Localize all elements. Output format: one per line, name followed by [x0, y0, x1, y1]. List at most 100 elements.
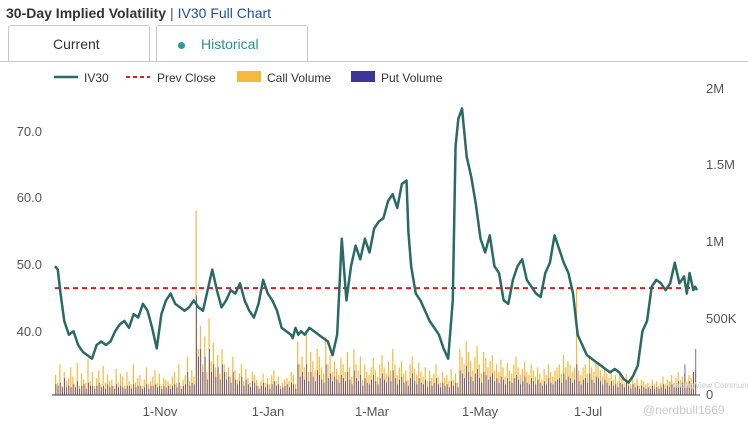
put-volume-bar	[228, 376, 230, 395]
call-volume-bar	[632, 376, 634, 395]
call-volume-bar	[636, 378, 638, 395]
put-volume-bar	[416, 384, 418, 395]
call-volume-bar	[418, 362, 420, 395]
put-volume-bar	[116, 384, 117, 395]
put-volume-bar	[634, 387, 636, 395]
right-tick-1m: 1M	[706, 234, 724, 249]
call-volume-bar	[165, 379, 167, 395]
call-volume-bar	[87, 359, 89, 395]
call-volume-bar	[152, 376, 154, 395]
call-volume-bar	[446, 375, 448, 395]
put-volume-bar	[691, 384, 692, 395]
put-volume-bar	[394, 378, 396, 395]
call-volume-bar	[472, 370, 474, 395]
put-volume-bar	[334, 376, 336, 395]
full-chart-link[interactable]: IV30 Full Chart	[177, 5, 272, 21]
put-volume-bar	[580, 384, 582, 395]
put-volume-bar	[565, 379, 567, 395]
call-volume-bar	[420, 371, 422, 395]
call-volume-bar	[312, 361, 314, 395]
put-volume-bar	[509, 381, 511, 395]
put-volume-bar	[384, 379, 385, 395]
call-volume-bar	[578, 370, 580, 395]
put-volume-bar	[338, 382, 340, 395]
put-volume-bar	[487, 379, 489, 395]
tab-historical[interactable]: Historical	[156, 25, 308, 61]
call-volume-bar	[132, 364, 135, 395]
put-volume-bar	[624, 387, 625, 395]
call-volume-bar	[489, 361, 491, 395]
call-volume-bar	[299, 364, 301, 395]
put-volume-bar	[382, 373, 383, 395]
call-volume-bar	[379, 364, 381, 395]
call-volume-bar	[485, 358, 487, 395]
put-volume-bar	[183, 385, 184, 395]
put-volume-bar	[178, 382, 180, 395]
put-volume-bar	[630, 388, 632, 395]
put-volume-bar	[479, 378, 480, 395]
put-volume-bar	[429, 381, 431, 395]
put-volume-bar	[176, 387, 178, 395]
put-volume-bar	[539, 382, 541, 395]
put-volume-bar	[332, 381, 333, 395]
call-volume-bar	[593, 371, 595, 395]
put-volume-bar	[163, 385, 165, 395]
legend: IV30 Prev Close Call Volume Put Volume	[54, 71, 443, 85]
put-volume-bar	[552, 384, 554, 395]
put-volume-bar	[680, 385, 682, 395]
left-tick-40: 40.0	[17, 324, 42, 339]
put-volume-bar	[373, 375, 375, 395]
put-volume-bar	[297, 364, 299, 395]
call-volume-bar	[234, 370, 236, 395]
call-volume-bar	[230, 376, 232, 395]
put-volume-bar	[557, 379, 558, 395]
put-volume-bar	[215, 376, 217, 395]
call-volume-bar	[221, 348, 223, 395]
tabs-divider	[0, 61, 748, 62]
put-volume-bar	[544, 381, 545, 395]
call-volume-bar	[552, 376, 554, 395]
put-volume-bar	[122, 387, 124, 395]
legend-iv30-label: IV30	[84, 71, 109, 85]
call-volume-bar	[686, 381, 688, 395]
tab-current[interactable]: Current	[8, 25, 150, 61]
put-volume-bar	[554, 381, 556, 395]
call-volume-bar	[660, 382, 662, 395]
put-volume-bar	[226, 379, 228, 395]
put-volume-bar	[118, 387, 119, 395]
call-volume-bar	[364, 364, 366, 395]
put-volume-bar	[453, 385, 455, 395]
call-volume-bar	[327, 364, 329, 395]
call-volume-bar	[368, 375, 370, 395]
put-volume-bar	[442, 382, 444, 395]
put-volume-bar	[356, 378, 357, 395]
put-volume-bar	[347, 371, 349, 395]
put-volume-bar	[258, 388, 260, 395]
put-volume-bar	[345, 381, 346, 395]
left-tick-60: 60.0	[17, 190, 42, 205]
call-volume-bar	[206, 371, 208, 395]
x-tick-jul: 1-Jul	[574, 404, 602, 419]
put-volume-bar	[267, 384, 269, 395]
put-volume-bar	[518, 379, 519, 395]
put-volume-bar	[217, 367, 219, 395]
call-volume-bar	[580, 375, 582, 395]
put-volume-bar	[596, 376, 597, 395]
call-volume-bar	[671, 375, 673, 395]
call-volume-bar	[102, 365, 104, 395]
tab-current-label: Current	[53, 36, 100, 52]
put-volume-bar	[358, 381, 359, 395]
call-volume-bar	[448, 381, 450, 395]
put-volume-bar	[252, 381, 254, 395]
put-volume-bar	[100, 387, 102, 395]
call-volume-bar	[528, 375, 530, 395]
call-volume-bar	[141, 385, 143, 395]
put-volume-bar	[516, 375, 517, 395]
put-volume-bar	[289, 387, 290, 395]
x-tick-nov: 1-Nov	[143, 404, 178, 419]
put-volume-bar	[235, 379, 236, 395]
put-volume-bar	[269, 388, 271, 395]
call-volume-bar	[394, 364, 396, 395]
put-volume-bar	[576, 364, 578, 395]
put-volume-bar	[256, 385, 258, 395]
